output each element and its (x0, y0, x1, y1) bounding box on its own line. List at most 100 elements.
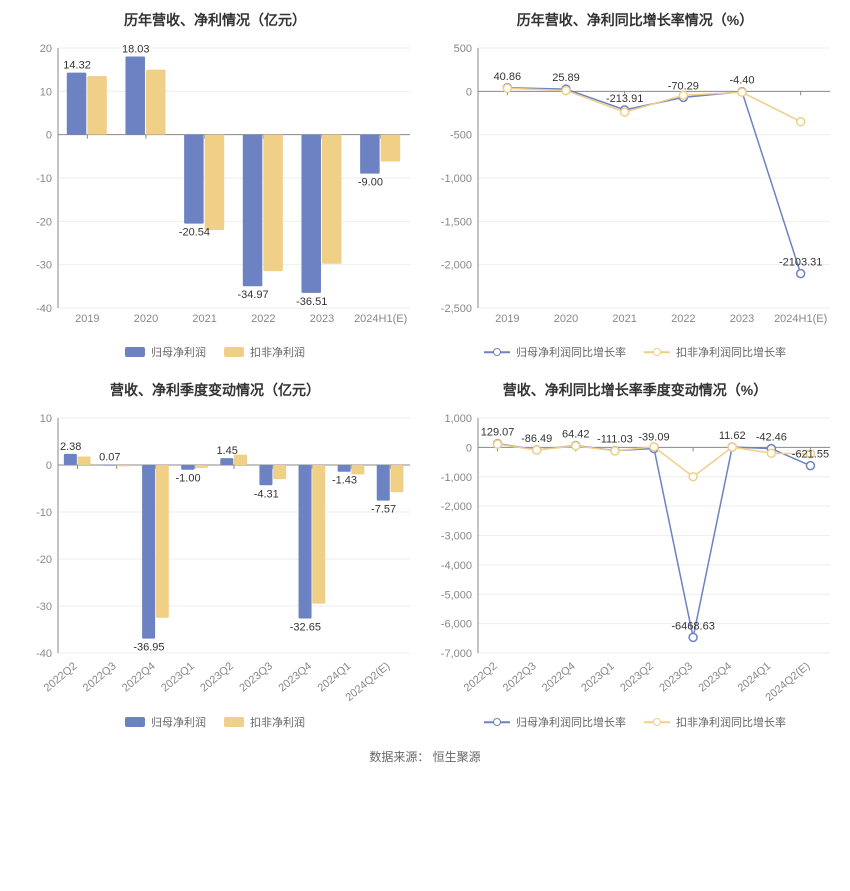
legend-swatch (224, 347, 244, 357)
plot-area: -40-30-20-100102022Q22022Q32022Q42023Q12… (10, 408, 420, 708)
annual-line-chart: 历年营收、净利同比增长率情况（%） -2,500-2,000-1,500-1,0… (430, 10, 840, 360)
legend-swatch (644, 347, 670, 357)
svg-text:25.89: 25.89 (552, 72, 580, 84)
svg-text:-4.40: -4.40 (729, 75, 754, 87)
legend-swatch (125, 717, 145, 727)
svg-text:-20: -20 (36, 216, 52, 228)
svg-text:-10: -10 (36, 173, 52, 185)
legend-swatch (224, 717, 244, 727)
legend-label: 归母净利润同比增长率 (516, 714, 626, 730)
quarterly-line-chart: 营收、净利同比增长率季度变动情况（%） -7,000-6,000-5,000-4… (430, 380, 840, 730)
svg-text:-111.03: -111.03 (597, 434, 633, 446)
legend-item: 扣非净利润同比增长率 (644, 344, 786, 360)
page: 历年营收、净利情况（亿元） -40 -30 -20 -10 0 10 20 2019 2020 2… (0, 0, 850, 785)
svg-text:2020: 2020 (134, 313, 158, 325)
svg-text:10: 10 (40, 413, 52, 425)
svg-text:2019: 2019 (75, 313, 99, 325)
legend-item: 归母净利润 (125, 344, 206, 360)
svg-text:1.45: 1.45 (216, 445, 237, 457)
svg-text:-40: -40 (36, 303, 52, 315)
svg-text:2023Q2: 2023Q2 (618, 660, 656, 694)
chart-grid: 历年营收、净利情况（亿元） -40 -30 -20 -10 0 10 20 2019 2020 2… (10, 10, 840, 730)
legend-swatch (125, 347, 145, 357)
svg-text:2.38: 2.38 (60, 441, 81, 453)
quarterly-bar-chart: 营收、净利季度变动情况（亿元） -40-30-20-100102022Q2202… (10, 380, 420, 730)
source-value: 恒生聚源 (433, 750, 481, 764)
svg-text:-39.09: -39.09 (638, 432, 669, 444)
svg-text:2023Q3: 2023Q3 (237, 660, 275, 694)
legend-swatch (484, 347, 510, 357)
svg-text:-500: -500 (450, 130, 472, 142)
svg-text:-213.91: -213.91 (606, 93, 643, 105)
svg-text:-42.46: -42.46 (756, 432, 787, 444)
svg-text:2024Q1: 2024Q1 (316, 660, 354, 694)
source-label: 数据来源： (369, 750, 429, 764)
svg-text:129.07: 129.07 (481, 427, 515, 439)
legend-label: 归母净利润 (151, 344, 206, 360)
svg-text:500: 500 (454, 43, 472, 55)
legend-item: 归母净利润 (125, 714, 206, 730)
svg-text:2022Q2: 2022Q2 (42, 660, 80, 694)
legend: 归母净利润 扣非净利润 (10, 714, 420, 730)
legend-label: 扣非净利润同比增长率 (676, 714, 786, 730)
svg-text:-86.49: -86.49 (521, 433, 552, 445)
legend-label: 归母净利润 (151, 714, 206, 730)
legend-swatch (484, 717, 510, 727)
svg-text:2023Q3: 2023Q3 (657, 660, 695, 694)
chart-title: 营收、净利同比增长率季度变动情况（%） (430, 380, 840, 400)
svg-text:-2,000: -2,000 (441, 260, 472, 272)
svg-text:2022Q2: 2022Q2 (462, 660, 500, 694)
svg-text:2023Q1: 2023Q1 (579, 660, 617, 694)
svg-text:-1,500: -1,500 (441, 216, 472, 228)
svg-text:0.07: 0.07 (99, 452, 120, 464)
svg-text:2022Q4: 2022Q4 (540, 660, 578, 694)
svg-text:18.03: 18.03 (122, 44, 150, 56)
legend-item: 扣非净利润 (224, 344, 305, 360)
svg-text:0: 0 (466, 86, 472, 98)
svg-text:-30: -30 (36, 260, 52, 272)
svg-text:-621.55: -621.55 (792, 449, 829, 461)
svg-text:-4.31: -4.31 (254, 488, 279, 500)
svg-text:-2,000: -2,000 (441, 501, 472, 513)
svg-text:2023Q1: 2023Q1 (159, 660, 197, 694)
svg-text:2019: 2019 (495, 313, 519, 325)
svg-text:-6468.63: -6468.63 (671, 620, 714, 632)
svg-text:2023Q4: 2023Q4 (696, 660, 734, 694)
svg-text:2020: 2020 (554, 313, 578, 325)
legend: 归母净利润 扣非净利润 (10, 344, 420, 360)
svg-text:2023Q2: 2023Q2 (198, 660, 236, 694)
svg-text:-9.00: -9.00 (358, 177, 383, 189)
svg-text:2022Q3: 2022Q3 (81, 660, 119, 694)
chart-title: 历年营收、净利情况（亿元） (10, 10, 420, 30)
legend-item: 归母净利润同比增长率 (484, 344, 626, 360)
annual-bar-chart: 历年营收、净利情况（亿元） -40-30-20-1001020201920202… (10, 10, 420, 360)
svg-text:-7.57: -7.57 (371, 504, 396, 516)
svg-text:2024H1(E): 2024H1(E) (774, 313, 827, 325)
svg-text:0: 0 (46, 460, 52, 472)
svg-text:2022Q3: 2022Q3 (501, 660, 539, 694)
svg-text:-10: -10 (36, 507, 52, 519)
legend-item: 扣非净利润同比增长率 (644, 714, 786, 730)
legend-swatch (644, 717, 670, 727)
svg-text:2024H1(E): 2024H1(E) (354, 313, 407, 325)
svg-text:-36.51: -36.51 (296, 296, 327, 308)
legend-label: 扣非净利润 (250, 714, 305, 730)
svg-text:0: 0 (466, 442, 472, 454)
legend-item: 扣非净利润 (224, 714, 305, 730)
svg-text:1,000: 1,000 (444, 413, 472, 425)
svg-text:14.32: 14.32 (63, 60, 91, 72)
svg-text:-5,000: -5,000 (441, 589, 472, 601)
svg-text:11.62: 11.62 (719, 430, 746, 442)
svg-text:2023: 2023 (310, 313, 334, 325)
svg-text:-1.00: -1.00 (176, 473, 201, 485)
chart-title: 历年营收、净利同比增长率情况（%） (430, 10, 840, 30)
legend: 归母净利润同比增长率 扣非净利润同比增长率 (430, 714, 840, 730)
svg-text:20: 20 (40, 43, 52, 55)
legend: 归母净利润同比增长率 扣非净利润同比增长率 (430, 344, 840, 360)
svg-text:2021: 2021 (192, 313, 216, 325)
data-source: 数据来源： 恒生聚源 (10, 748, 840, 765)
svg-text:-2103.31: -2103.31 (779, 257, 822, 269)
svg-text:2021: 2021 (612, 313, 636, 325)
svg-text:2024Q1: 2024Q1 (736, 660, 774, 694)
legend-label: 归母净利润同比增长率 (516, 344, 626, 360)
